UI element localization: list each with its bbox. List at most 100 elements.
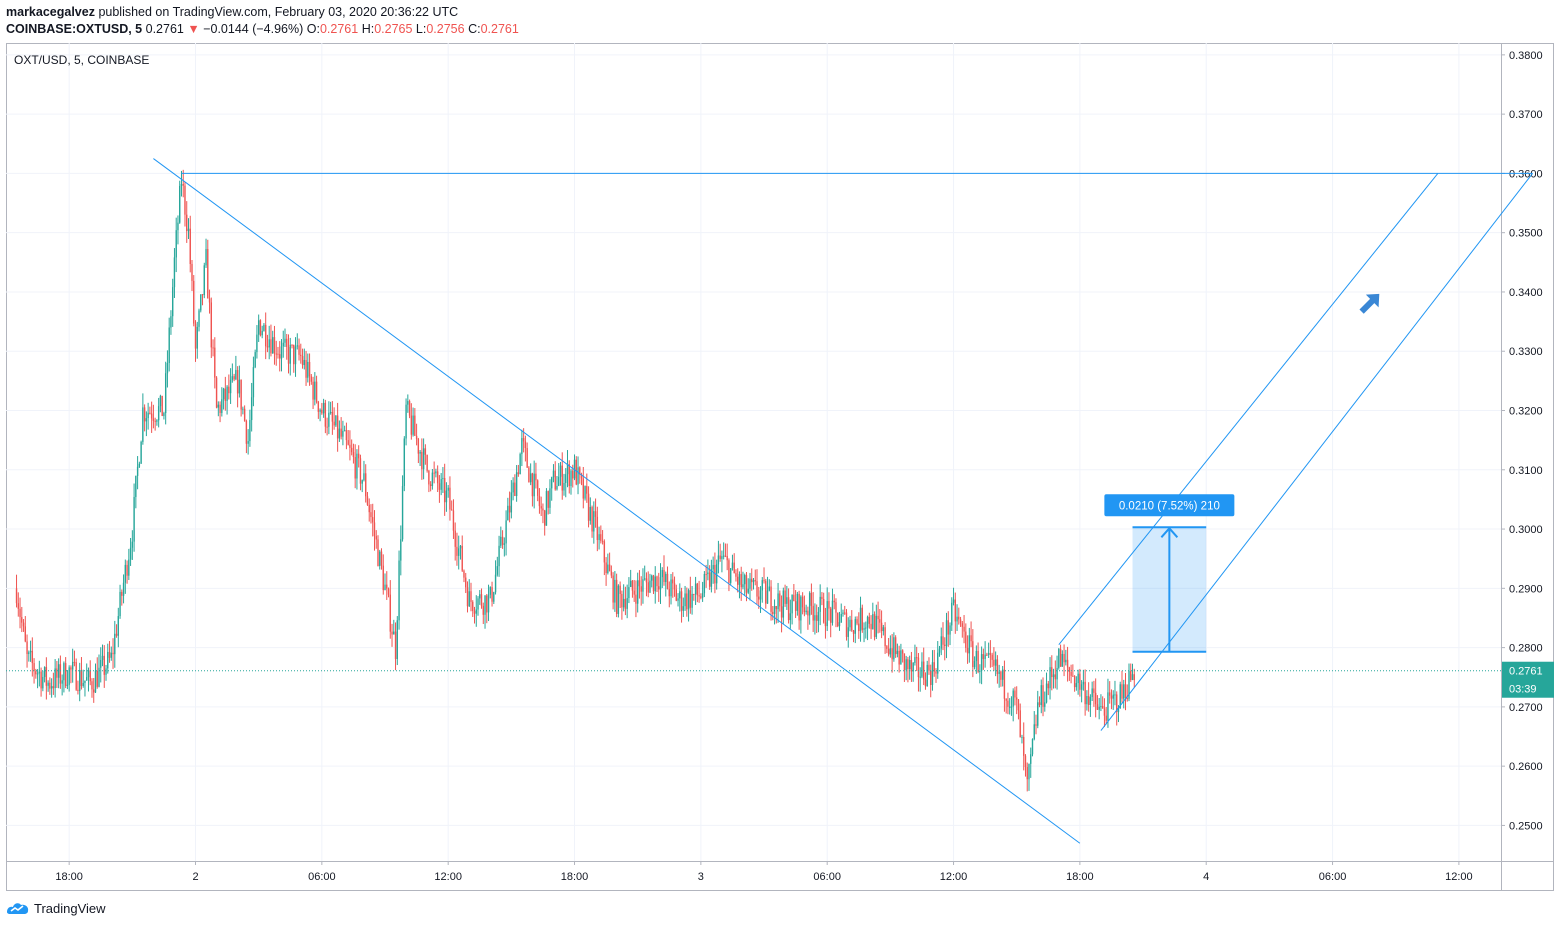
candle-body	[424, 448, 427, 455]
candle	[552, 464, 555, 483]
candle	[480, 588, 483, 609]
candle	[89, 660, 91, 686]
candle-body	[819, 596, 821, 612]
candle	[933, 649, 935, 677]
publisher-name[interactable]: markacegalvez	[6, 5, 95, 19]
candle	[326, 417, 328, 436]
chart-container[interactable]: 0.2500 0.2600 0.2700 0.2800 0.2900 0.3000 0.31…	[6, 43, 1554, 891]
candle	[1114, 680, 1116, 706]
candle-body	[15, 588, 18, 604]
candle	[1101, 696, 1104, 709]
candle-body	[519, 454, 521, 475]
candle-body	[842, 612, 844, 615]
candle-body	[837, 612, 839, 627]
candle	[831, 588, 834, 626]
close-label: C:	[468, 22, 481, 36]
candle	[147, 402, 149, 430]
candle	[294, 337, 297, 377]
candle	[907, 656, 909, 683]
candle-body	[479, 594, 481, 599]
candle	[24, 616, 27, 643]
candle	[1028, 763, 1030, 791]
candle	[1110, 689, 1113, 710]
candle-body	[384, 584, 386, 591]
candle	[887, 638, 890, 657]
candle	[91, 678, 93, 698]
candle-body	[649, 580, 651, 593]
candle-body	[931, 662, 934, 686]
candle	[822, 592, 825, 624]
candle	[898, 645, 900, 673]
candle	[1079, 668, 1081, 697]
candle	[307, 353, 309, 383]
candle	[40, 667, 42, 697]
candle	[647, 571, 649, 598]
candle	[135, 475, 137, 509]
candle-body	[1087, 696, 1090, 705]
candle	[375, 530, 377, 549]
candle	[1070, 664, 1072, 684]
candle	[342, 420, 344, 446]
candle	[754, 569, 756, 586]
candle	[508, 491, 511, 523]
change-arrow-icon: ▼	[187, 22, 200, 36]
candle	[491, 581, 493, 607]
candle	[654, 566, 656, 604]
candle	[231, 363, 234, 383]
candle-body	[1040, 685, 1042, 706]
candle-body	[531, 473, 534, 497]
candle	[847, 617, 849, 648]
candle-body	[257, 320, 260, 335]
candle-body	[121, 591, 123, 596]
candle-body	[45, 667, 48, 686]
candle	[651, 574, 653, 588]
candle-body	[514, 482, 516, 497]
candle-body	[82, 682, 84, 686]
candle	[403, 436, 406, 492]
candle-body	[1091, 688, 1093, 698]
candle-body	[24, 626, 27, 642]
candle-body	[122, 582, 125, 596]
candle	[1068, 666, 1071, 681]
candle	[17, 592, 19, 617]
candle	[419, 450, 421, 466]
candle	[328, 401, 330, 435]
candle-body	[133, 496, 135, 542]
candle	[559, 461, 562, 486]
candle	[87, 667, 90, 692]
candle-body	[179, 185, 181, 223]
candle-body	[196, 326, 198, 349]
tradingview-logo-icon[interactable]	[6, 900, 30, 916]
candle-body	[629, 580, 632, 588]
candle-body	[347, 440, 349, 445]
candle-body	[93, 689, 95, 693]
candle	[917, 652, 920, 692]
candle	[677, 593, 679, 607]
candle	[672, 572, 674, 598]
candle	[196, 321, 198, 359]
candle	[526, 442, 528, 469]
candle	[396, 616, 398, 666]
candle-body	[61, 680, 63, 684]
candle-body	[547, 491, 549, 508]
candle-body	[561, 465, 563, 491]
candle-body	[266, 346, 269, 348]
candle-body	[361, 480, 363, 484]
candle	[122, 574, 125, 604]
candle-body	[856, 619, 858, 624]
candle	[235, 355, 237, 381]
price-chart[interactable]: 0.2500 0.2600 0.2700 0.2800 0.2900 0.3000 0.31…	[6, 43, 1554, 891]
candle	[300, 343, 302, 364]
candle	[59, 655, 62, 689]
candle-body	[822, 598, 825, 623]
candle-body	[177, 222, 179, 231]
price-tick-label: 0.2900	[1509, 583, 1543, 595]
candle-body	[610, 571, 613, 576]
candle-body	[665, 573, 667, 583]
candle	[970, 621, 972, 648]
candle-body	[466, 587, 469, 607]
footer-brand[interactable]: TradingView	[34, 900, 106, 916]
candle-body	[422, 448, 425, 470]
candle	[229, 368, 232, 404]
candle	[73, 650, 76, 667]
